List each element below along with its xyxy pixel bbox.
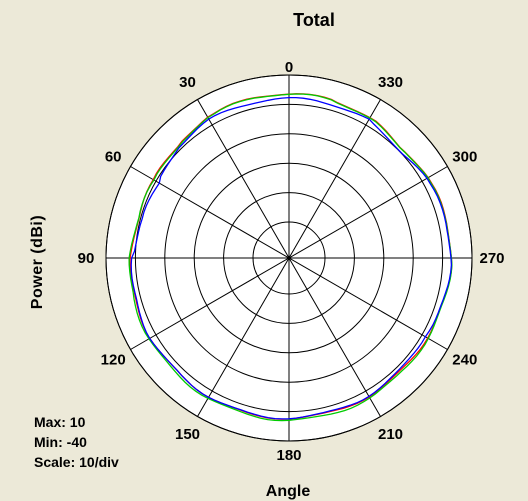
- max-value-label: Max: 10: [34, 414, 86, 430]
- angle-tick-label: 30: [179, 74, 196, 91]
- angle-tick-label: 270: [479, 250, 504, 267]
- series-line: [128, 93, 453, 422]
- angle-tick-label: 300: [452, 149, 477, 166]
- y-axis-label: Power (dBi): [29, 215, 46, 309]
- x-axis-label: Angle: [266, 483, 311, 500]
- min-value-label: Min: -40: [34, 434, 87, 450]
- series-line: [130, 96, 453, 420]
- angle-tick-label: 180: [276, 447, 301, 464]
- angle-tick-label: 120: [101, 352, 126, 369]
- grid-spoke: [197, 99, 381, 417]
- angle-tick-label: 60: [105, 149, 122, 166]
- chart-title: Total: [293, 10, 335, 30]
- scale-label: Scale: 10/div: [34, 454, 119, 470]
- angle-tick-label: 150: [175, 426, 200, 443]
- angle-tick-label: 90: [78, 250, 95, 267]
- angle-tick-label: 0: [285, 59, 293, 76]
- angle-tick-label: 210: [378, 426, 403, 443]
- polar-plot-area: 0 30 60 90 120 150 180 210 240 270 300 330: [78, 59, 505, 464]
- angle-tick-label: 330: [378, 74, 403, 91]
- angle-tick-label: 240: [452, 352, 477, 369]
